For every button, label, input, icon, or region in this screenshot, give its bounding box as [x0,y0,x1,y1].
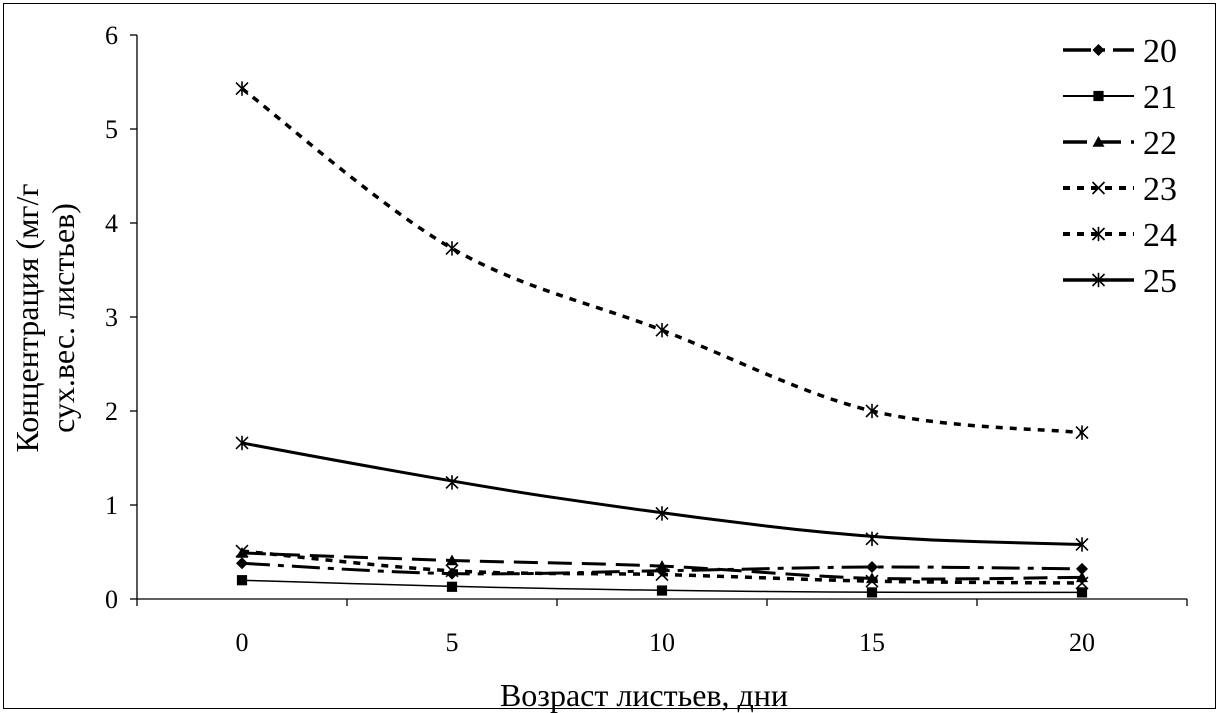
series-layer [235,81,1089,598]
series-22 [236,546,1088,584]
y-axis-title-line-2: сух.вес. листьев) [45,203,81,433]
legend-label: 25 [1143,263,1177,300]
x-tick-label: 10 [649,628,675,657]
legend-label: 24 [1143,217,1177,254]
x-tick-label: 0 [236,628,249,657]
square-marker [236,575,248,586]
x-marker [445,564,459,578]
y-tick-label: 3 [105,303,118,332]
y-tick-label: 4 [105,209,118,238]
legend-item-22: 22 [1063,125,1177,162]
legend-label: 21 [1143,79,1177,116]
star-marker [655,322,669,338]
series-24 [235,81,1089,440]
diamond-marker [1092,44,1105,56]
legend-item-23: 23 [1063,171,1177,208]
y-tick-label: 1 [105,491,118,520]
star-marker [1091,226,1106,242]
series-21 [236,575,1088,598]
y-tick-label: 5 [105,115,118,144]
x-marker [1091,181,1106,195]
legend: 20 21 22 23 24 25 [1063,33,1177,300]
x-marker [865,574,879,588]
x-tick-label: 20 [1069,628,1095,657]
star-marker [655,506,669,521]
legend-item-20: 20 [1063,33,1177,70]
x-marker [1075,576,1089,590]
star-marker [865,531,879,547]
diamond-marker [1076,562,1088,575]
y-tick-label: 2 [105,397,118,426]
triangle-marker [446,554,458,566]
legend-item-24: 24 [1063,217,1177,254]
series-line [240,87,1083,435]
star-marker [445,241,459,256]
y-tick-label: 0 [105,585,118,614]
series-line [241,441,1083,546]
x-axis-title: Возраст листьев, дни [500,677,788,713]
star-marker [235,435,249,451]
star-marker [235,81,249,96]
y-tick-label: 6 [105,21,118,50]
star-marker [1075,537,1089,552]
chart-frame [3,3,1216,709]
diamond-marker [866,561,878,574]
series-23 [235,544,1089,590]
square-marker [1093,90,1104,102]
square-marker [446,581,458,592]
series-25 [235,435,1089,552]
legend-label: 23 [1143,171,1177,208]
x-tick-label: 5 [446,628,459,657]
star-marker [1075,425,1089,440]
triangle-marker [656,560,668,571]
x-marker [235,544,249,558]
diamond-marker [236,557,248,570]
legend-label: 20 [1143,33,1177,70]
x-tick-label: 15 [859,628,885,657]
x-marker [655,567,669,582]
y-axis-title-line-1: Концентрация (мг/г [9,184,45,453]
legend-label: 22 [1143,125,1177,162]
star-marker [865,403,879,419]
star-marker [1091,272,1106,288]
legend-item-25: 25 [1063,263,1177,300]
square-marker [656,585,668,596]
square-marker [1076,587,1088,598]
triangle-marker [1092,136,1105,147]
star-marker [445,475,459,490]
legend-item-21: 21 [1063,79,1177,116]
square-marker [866,587,878,598]
